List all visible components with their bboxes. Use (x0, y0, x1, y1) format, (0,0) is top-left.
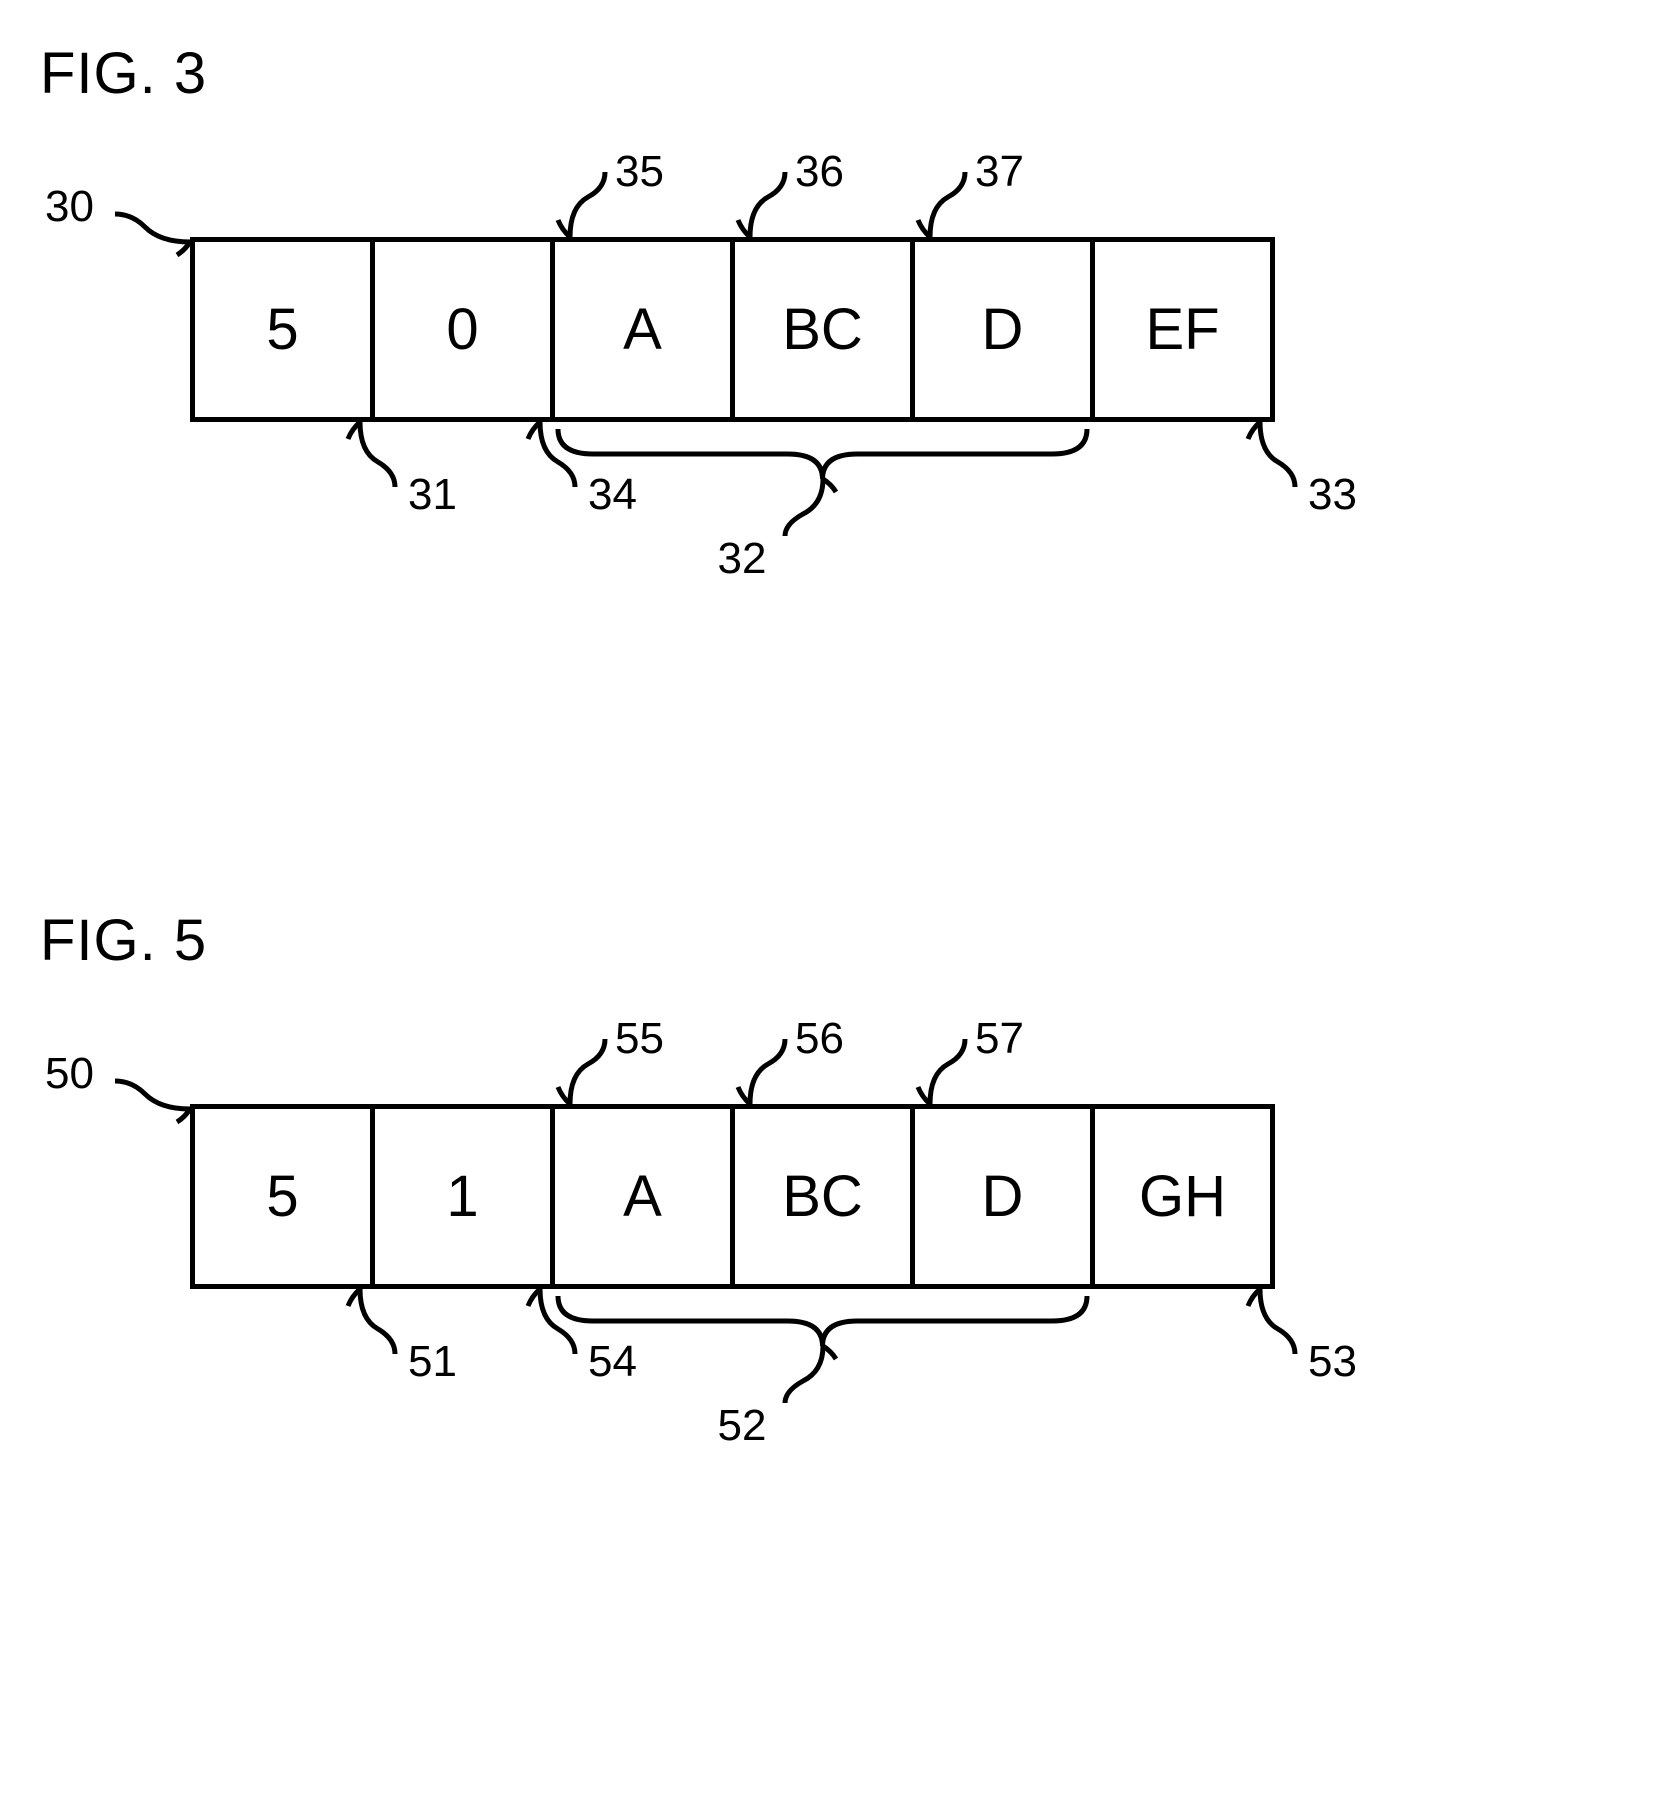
cell: BC (730, 237, 915, 422)
cell: EF (1090, 237, 1275, 422)
diagram-area: 51ABCDGH5051545556575352 (40, 1004, 1617, 1424)
cells-row: 50ABCDEF (190, 237, 1275, 422)
figure: FIG. 551ABCDGH5051545556575352 (40, 907, 1617, 1424)
reference-label: 55 (615, 1014, 664, 1064)
reference-label: 33 (1308, 470, 1357, 520)
reference-label: 36 (795, 147, 844, 197)
cell: A (550, 1104, 735, 1289)
cell: BC (730, 1104, 915, 1289)
figure: FIG. 350ABCDEF3031343536373332 (40, 40, 1617, 557)
cells-row: 51ABCDGH (190, 1104, 1275, 1289)
reference-label: 53 (1308, 1337, 1357, 1387)
cell: GH (1090, 1104, 1275, 1289)
reference-label: 56 (795, 1014, 844, 1064)
cell: 5 (190, 237, 375, 422)
figure-title: FIG. 5 (40, 907, 1617, 974)
reference-label: 57 (975, 1014, 1024, 1064)
cell: 5 (190, 1104, 375, 1289)
reference-label: 51 (408, 1337, 457, 1387)
cell: D (910, 1104, 1095, 1289)
cell: 1 (370, 1104, 555, 1289)
diagram-area: 50ABCDEF3031343536373332 (40, 137, 1617, 557)
reference-label: 32 (718, 534, 767, 584)
reference-label: 35 (615, 147, 664, 197)
reference-label: 52 (718, 1401, 767, 1451)
reference-label: 37 (975, 147, 1024, 197)
cell: D (910, 237, 1095, 422)
reference-label: 31 (408, 470, 457, 520)
cell: 0 (370, 237, 555, 422)
reference-label: 50 (45, 1049, 94, 1099)
reference-label: 30 (45, 182, 94, 232)
cell: A (550, 237, 735, 422)
figure-title: FIG. 3 (40, 40, 1617, 107)
